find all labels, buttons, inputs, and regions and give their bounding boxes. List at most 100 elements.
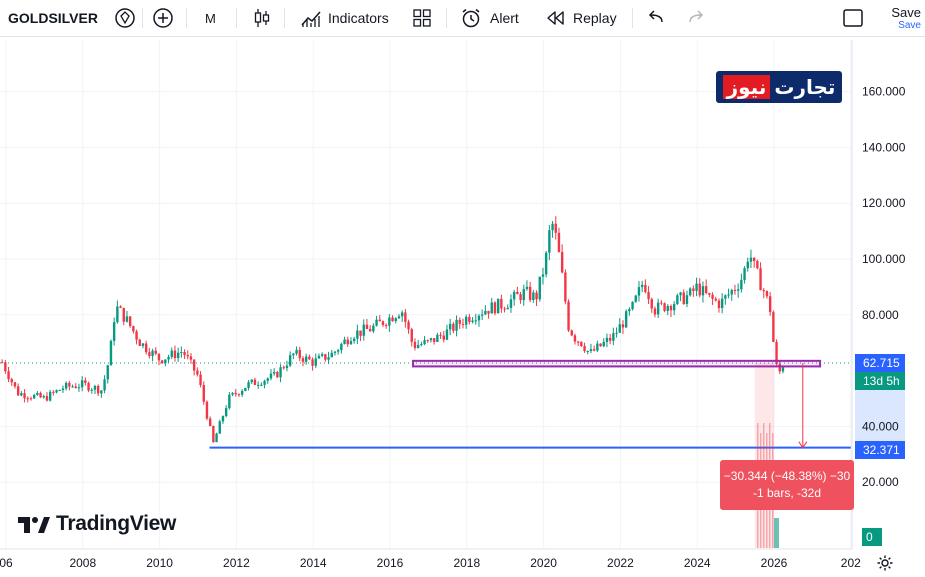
candle-body [583, 346, 586, 352]
candle-body [301, 358, 305, 362]
candle-body [240, 390, 244, 395]
candle [20, 391, 23, 397]
candlestick-icon[interactable] [252, 0, 272, 36]
candle [343, 336, 346, 345]
replay-button[interactable]: Replay [545, 0, 617, 36]
undo-icon[interactable] [646, 0, 666, 36]
candle-body [343, 339, 346, 344]
candle [29, 396, 33, 401]
candle-body [404, 312, 407, 322]
candle-body [26, 398, 29, 400]
candle-body [640, 284, 644, 288]
candle [346, 336, 349, 347]
candle-body [704, 286, 708, 294]
candle [26, 396, 29, 403]
candle-body [631, 301, 634, 310]
candle [231, 392, 234, 397]
candle [484, 305, 487, 316]
y-tick-label: 140.000 [862, 140, 906, 154]
candle-body [119, 306, 122, 308]
price-chart[interactable]: 160.000 140.000 120.000 100.000 80.000 40.000… [0, 37, 925, 574]
candle [228, 392, 231, 410]
candle-body [167, 356, 170, 360]
candle [554, 216, 557, 240]
candle [535, 290, 538, 306]
candle-body [471, 320, 474, 322]
candle [583, 342, 586, 353]
candle-body [701, 286, 705, 296]
candle [327, 351, 330, 365]
candle [740, 273, 743, 293]
symbol-search-button[interactable]: GOLDSILVER [8, 10, 98, 26]
fullscreen-icon[interactable] [842, 0, 864, 36]
zero-price-label: 0 [862, 528, 882, 546]
candle-body [100, 390, 103, 394]
candle [423, 336, 426, 346]
candle-body [80, 380, 84, 388]
candle [439, 332, 442, 340]
candle-body [599, 343, 602, 347]
candle-body [720, 298, 724, 309]
interval-button[interactable]: M [205, 10, 216, 26]
candle [45, 392, 49, 402]
candle-body [74, 386, 77, 388]
candle [551, 220, 554, 238]
candle [349, 337, 353, 345]
candle [212, 425, 215, 443]
candle-body [87, 383, 90, 391]
candle-body [314, 358, 317, 366]
candle-body [762, 290, 765, 292]
candle-body [436, 334, 439, 342]
candle-body [141, 343, 145, 346]
candle-body [52, 391, 55, 393]
candle [647, 286, 650, 304]
candle [340, 342, 343, 354]
candle [436, 332, 439, 343]
candle [125, 310, 129, 323]
layout-grid-icon[interactable] [412, 0, 432, 36]
y-tick-label: 100.000 [862, 252, 906, 266]
candle-body [743, 268, 746, 281]
candle [77, 383, 81, 392]
candle-body [109, 340, 113, 366]
last-price-label: 62.715 [855, 354, 905, 372]
watermark-logo: نیوز تجارت [716, 71, 842, 103]
candle [16, 383, 20, 397]
alert-button[interactable]: Alert [460, 0, 519, 36]
measure-bars: -1 bars, -32d [752, 486, 822, 500]
candle-body [362, 324, 365, 336]
candle-body [333, 351, 337, 353]
candle-body [151, 350, 154, 357]
candle [381, 320, 385, 328]
add-symbol-icon[interactable] [152, 0, 174, 36]
indicators-button[interactable]: Indicators [300, 0, 389, 36]
candle-body [212, 425, 215, 443]
candle-body [516, 291, 519, 295]
candle-body [276, 372, 279, 378]
tradingview-logo[interactable]: TradingView [18, 512, 176, 536]
candle-body [202, 385, 205, 402]
settings-icon[interactable] [876, 554, 894, 577]
candle-body [132, 326, 135, 332]
candle [442, 330, 445, 343]
candle [679, 291, 682, 302]
candle-body [733, 290, 737, 292]
candle [458, 317, 461, 329]
candle [170, 347, 173, 360]
redo-icon[interactable] [686, 0, 706, 36]
candle [253, 377, 257, 386]
candle-body [13, 382, 17, 387]
candle-body [496, 298, 500, 314]
candle [570, 329, 573, 337]
diamond-icon[interactable] [114, 0, 136, 36]
candle-body [218, 421, 221, 434]
candle-body [186, 355, 189, 357]
save-button[interactable]: Save Save [876, 0, 921, 36]
measure-volume-bar [774, 518, 779, 548]
candle [461, 318, 465, 329]
candle [516, 286, 519, 295]
candle [762, 287, 765, 299]
candle-body [548, 230, 551, 253]
candle-body [244, 387, 247, 391]
candle [157, 353, 161, 366]
